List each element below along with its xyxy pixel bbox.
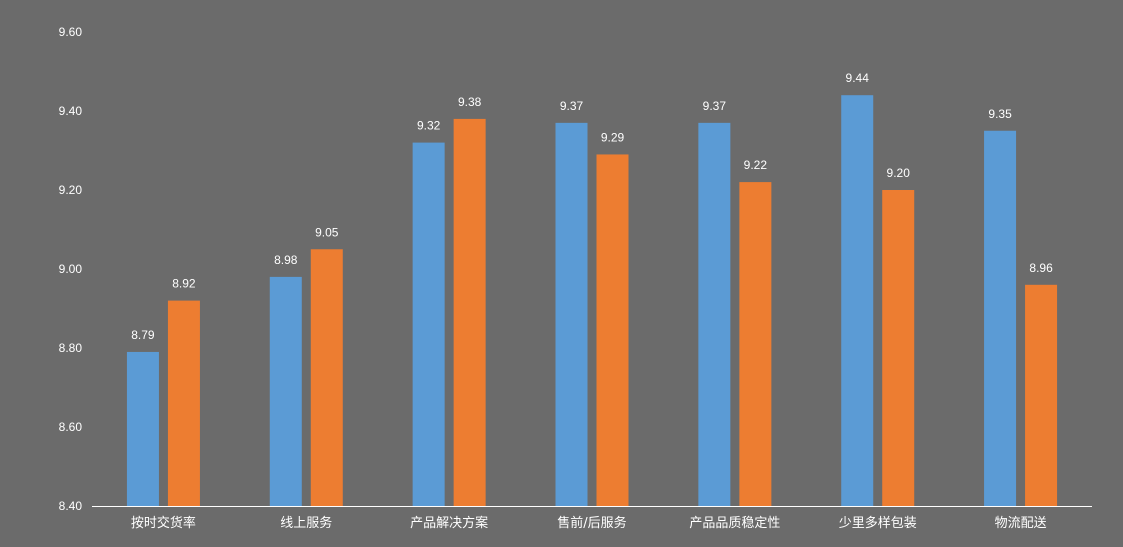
y-tick-label: 9.20 (59, 183, 83, 197)
bar-series-2 (453, 118, 486, 507)
bar-series-1 (126, 351, 159, 506)
bar-series-2 (739, 182, 772, 506)
x-category-label: 物流配送 (995, 516, 1047, 531)
bar-series-2 (596, 154, 629, 506)
bar-series-1 (555, 122, 588, 506)
data-label: 9.29 (601, 130, 625, 144)
data-label: 9.35 (988, 107, 1012, 121)
bar-series-2 (882, 190, 915, 506)
bar-series-2 (167, 300, 200, 506)
x-category-label: 线上服务 (280, 515, 332, 531)
data-label: 9.05 (315, 225, 339, 239)
data-label: 8.98 (274, 253, 298, 267)
data-label: 9.38 (458, 95, 482, 109)
y-tick-label: 8.40 (59, 499, 83, 513)
bar-series-1 (269, 276, 302, 506)
data-label: 8.96 (1029, 261, 1053, 275)
bar-series-1 (412, 142, 445, 506)
x-category-label: 少里多样包装 (839, 515, 917, 531)
data-label: 9.44 (846, 71, 870, 85)
data-label: 9.37 (703, 99, 727, 113)
bar-series-2 (310, 249, 343, 506)
x-category-label: 产品品质稳定性 (689, 515, 780, 531)
bar-series-1 (841, 95, 874, 506)
bar-series-2 (1025, 284, 1058, 506)
data-label: 9.22 (744, 158, 768, 172)
data-label: 9.37 (560, 99, 584, 113)
x-category-label: 产品解决方案 (410, 515, 488, 531)
data-label: 9.20 (887, 166, 911, 180)
x-category-label: 售前/后服务 (557, 515, 626, 531)
bar-series-1 (984, 130, 1017, 506)
x-category-label: 按时交货率 (131, 515, 196, 531)
data-label: 8.79 (131, 328, 155, 342)
y-tick-label: 8.60 (59, 420, 83, 434)
y-tick-label: 9.60 (59, 25, 83, 39)
y-tick-label: 8.80 (59, 341, 83, 355)
bar-series-1 (698, 122, 731, 506)
y-tick-label: 9.00 (59, 262, 83, 276)
data-label: 8.92 (172, 277, 196, 291)
y-tick-label: 9.40 (59, 104, 83, 118)
data-label: 9.32 (417, 119, 441, 133)
